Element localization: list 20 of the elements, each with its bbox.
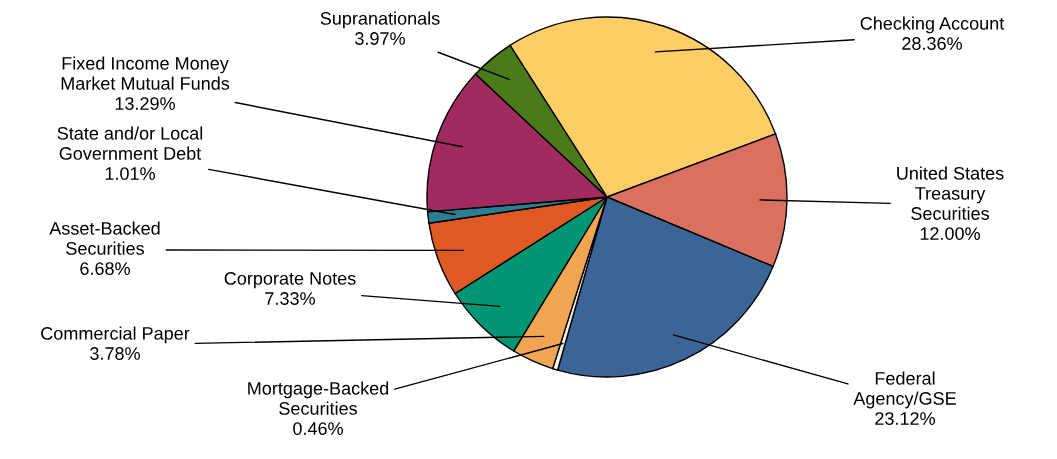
data-label: 0.46%	[293, 422, 343, 435]
data-label: 28.36%	[902, 37, 962, 50]
data-label: 6.68%	[80, 262, 130, 275]
data-label: 3.78%	[90, 347, 140, 360]
data-label: 13.29%	[115, 97, 175, 110]
slice-label: Corporate Notes	[224, 272, 356, 289]
slice-label: Federal Agency/GSE	[853, 371, 956, 409]
data-label: 23.12%	[875, 412, 935, 425]
slice-label: Commercial Paper	[41, 326, 190, 344]
data-label: 12.00%	[920, 227, 980, 240]
slice-label: State and/or Local Government Debt	[57, 126, 203, 160]
slice-label: Mortgage-Backed Securities	[248, 381, 389, 415]
data-label: 7.33%	[265, 292, 315, 305]
slice-label: Supranationals	[320, 11, 440, 29]
slice-label: Asset-Backed Securities	[49, 221, 160, 255]
data-label: 1.01%	[105, 167, 155, 180]
slice-label: United States Treasury Securities	[897, 166, 1004, 220]
slice-label: Checking Account	[860, 16, 1005, 34]
data-label: 3.97%	[355, 32, 405, 45]
slice-label: Fixed Income Money Market Mutual Funds	[61, 56, 230, 90]
